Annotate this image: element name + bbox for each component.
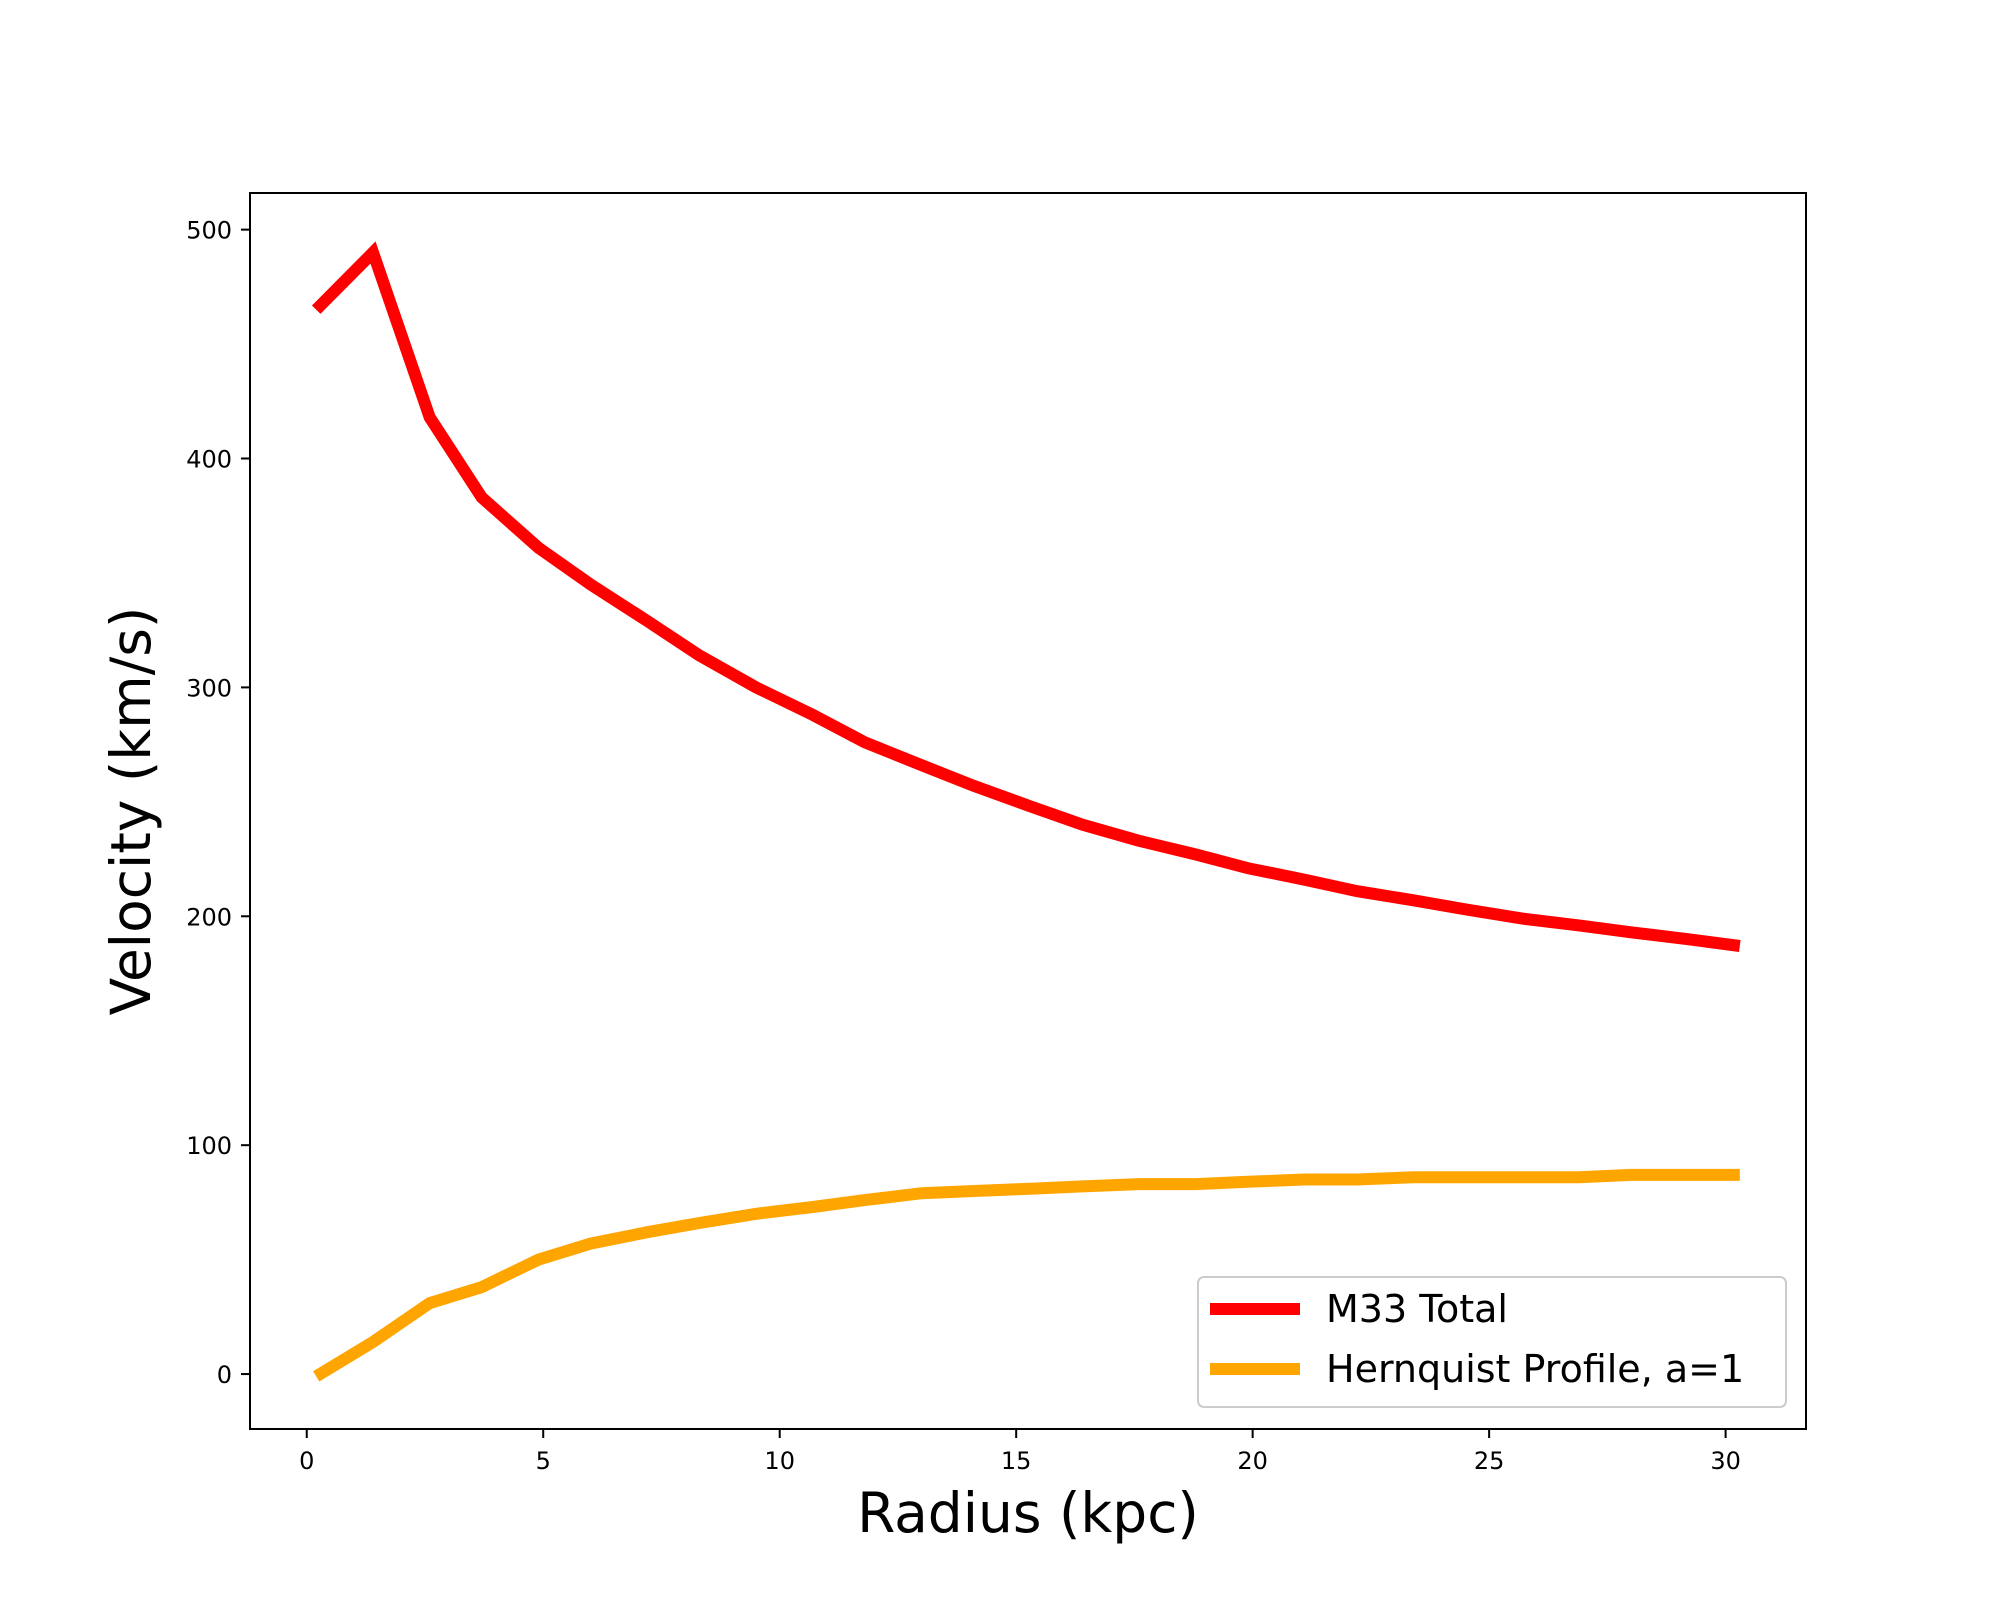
series-layer bbox=[311, 241, 1741, 1382]
y-tick-label: 400 bbox=[186, 446, 232, 474]
y-tick-label: 500 bbox=[186, 217, 232, 245]
x-tick-label: 0 bbox=[299, 1447, 314, 1475]
y-tick-label: 0 bbox=[217, 1361, 232, 1389]
legend: M33 Total Hernquist Profile, a=1 bbox=[1197, 1276, 1787, 1408]
x-tick-label: 15 bbox=[1001, 1447, 1032, 1475]
legend-label-m33-total: M33 Total bbox=[1326, 1287, 1508, 1331]
y-tick-label: 100 bbox=[186, 1132, 232, 1160]
series-line-hernquist-profile-a-1 bbox=[313, 1168, 1740, 1382]
x-tick-label: 25 bbox=[1474, 1447, 1505, 1475]
series-line-m33-total bbox=[311, 241, 1741, 952]
x-axis-ticks: 0 5 10 15 20 25 30 bbox=[299, 1429, 1741, 1475]
y-tick-label: 200 bbox=[186, 903, 232, 931]
x-tick-label: 10 bbox=[764, 1447, 795, 1475]
legend-label-hernquist: Hernquist Profile, a=1 bbox=[1326, 1347, 1744, 1391]
y-axis-ticks: 0 100 200 300 400 500 bbox=[186, 217, 250, 1389]
x-axis-title: Radius (kpc) bbox=[857, 1481, 1199, 1545]
x-tick-label: 5 bbox=[536, 1447, 551, 1475]
plot-frame bbox=[249, 192, 1807, 1430]
y-tick-label: 300 bbox=[186, 674, 232, 702]
x-tick-label: 30 bbox=[1710, 1447, 1741, 1475]
legend-frame bbox=[1197, 1276, 1787, 1408]
x-tick-label: 20 bbox=[1237, 1447, 1268, 1475]
y-axis-title: Velocity (km/s) bbox=[99, 607, 163, 1016]
